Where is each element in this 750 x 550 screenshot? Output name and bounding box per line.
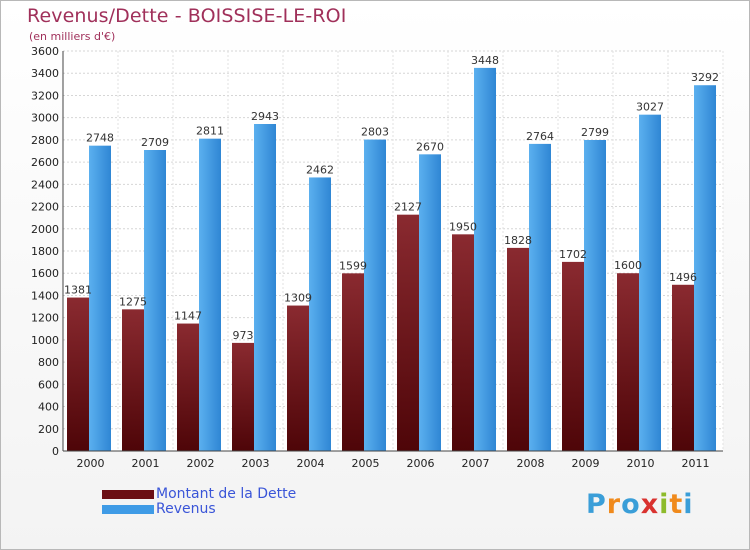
logo-letter-4: i bbox=[659, 489, 670, 520]
bars bbox=[67, 67, 716, 452]
y-tick-label: 3000 bbox=[31, 112, 59, 125]
bar-debt bbox=[287, 305, 309, 451]
x-tick-label: 2008 bbox=[517, 457, 545, 470]
data-label-revenue: 2943 bbox=[251, 110, 279, 123]
x-tick-label: 2010 bbox=[627, 457, 655, 470]
grid-lines bbox=[62, 50, 724, 452]
data-label-debt: 1275 bbox=[119, 295, 147, 308]
bar-debt bbox=[672, 284, 694, 451]
y-tick-label: 3600 bbox=[31, 45, 59, 58]
y-tick-label: 1600 bbox=[31, 267, 59, 280]
data-label-debt: 1702 bbox=[559, 248, 587, 261]
logo-letter-1: r bbox=[606, 489, 622, 520]
logo-letter-5: t bbox=[669, 489, 684, 520]
data-label-revenue: 2670 bbox=[416, 140, 444, 153]
chart-subtitle: (en milliers d'€) bbox=[29, 30, 116, 43]
proxiti-logo: Proxiti bbox=[586, 489, 694, 520]
x-tick-label: 2007 bbox=[462, 457, 490, 470]
y-tick-label: 800 bbox=[38, 356, 59, 369]
data-label-debt: 973 bbox=[233, 329, 254, 342]
data-label-revenue: 2462 bbox=[306, 163, 334, 176]
bar-debt bbox=[617, 273, 639, 451]
bar-debt bbox=[507, 247, 529, 451]
bar-revenue bbox=[199, 138, 221, 451]
bar-revenue bbox=[144, 150, 166, 451]
bar-debt bbox=[177, 323, 199, 451]
bar-revenue bbox=[364, 139, 386, 452]
x-tick-label: 2001 bbox=[132, 457, 160, 470]
y-tick-label: 1200 bbox=[31, 312, 59, 325]
y-tick-label: 400 bbox=[38, 401, 59, 414]
bar-revenue bbox=[529, 143, 551, 451]
y-tick-label: 3200 bbox=[31, 89, 59, 102]
data-label-debt: 1147 bbox=[174, 310, 202, 323]
data-label-revenue: 2748 bbox=[86, 132, 114, 145]
y-tick-label: 2800 bbox=[31, 134, 59, 147]
data-label-revenue: 2803 bbox=[361, 126, 389, 139]
chart-title: Revenus/Dette - BOISSISE-LE-ROI bbox=[27, 5, 347, 27]
bar-revenue bbox=[309, 177, 331, 451]
logo-letter-2: o bbox=[621, 489, 641, 520]
data-label-revenue: 2764 bbox=[526, 130, 554, 143]
bar-debt bbox=[562, 261, 584, 451]
data-label-debt: 1381 bbox=[64, 284, 92, 297]
data-label-revenue: 3292 bbox=[691, 71, 719, 84]
y-tick-label: 2400 bbox=[31, 178, 59, 191]
data-label-debt: 1828 bbox=[504, 234, 532, 247]
bar-revenue bbox=[694, 85, 716, 451]
y-tick-label: 1400 bbox=[31, 289, 59, 302]
y-tick-label: 600 bbox=[38, 378, 59, 391]
x-tick-label: 2011 bbox=[682, 457, 710, 470]
x-tick-label: 2002 bbox=[187, 457, 215, 470]
legend-swatch-revenue bbox=[102, 505, 154, 514]
data-labels: 1381 2748 1275 2709 1147 2811 973 2943 1309 2462 1… bbox=[64, 54, 719, 342]
x-tick-label: 2005 bbox=[352, 457, 380, 470]
y-tick-label: 2000 bbox=[31, 223, 59, 236]
y-tick-label: 0 bbox=[52, 445, 59, 458]
bar-debt bbox=[342, 273, 364, 451]
data-label-debt: 1950 bbox=[449, 220, 477, 233]
bar-revenue bbox=[474, 67, 496, 451]
legend-swatch-debt bbox=[102, 490, 154, 499]
bar-debt bbox=[452, 234, 474, 451]
bar-debt bbox=[122, 309, 144, 451]
bar-revenue bbox=[584, 140, 606, 451]
logo-letter-3: x bbox=[640, 489, 660, 520]
data-label-debt: 1309 bbox=[284, 292, 312, 305]
x-tick-label: 2003 bbox=[242, 457, 270, 470]
bar-revenue bbox=[89, 145, 111, 451]
bar-debt bbox=[397, 214, 419, 451]
y-tick-label: 3400 bbox=[31, 67, 59, 80]
bar-revenue bbox=[254, 124, 276, 451]
y-tick-label: 2600 bbox=[31, 156, 59, 169]
data-label-debt: 1600 bbox=[614, 259, 642, 272]
x-tick-label: 2004 bbox=[297, 457, 325, 470]
data-label-revenue: 3448 bbox=[471, 54, 499, 67]
logo-letter-0: P bbox=[586, 489, 607, 520]
x-tick-label: 2000 bbox=[77, 457, 105, 470]
bar-revenue bbox=[419, 154, 441, 452]
x-tick-label: 2009 bbox=[572, 457, 600, 470]
data-label-revenue: 2709 bbox=[141, 136, 169, 149]
data-label-debt: 2127 bbox=[394, 201, 422, 214]
y-tick-label: 200 bbox=[38, 423, 59, 436]
data-label-revenue: 2811 bbox=[196, 125, 224, 138]
logo-letter-6: i bbox=[683, 489, 694, 520]
y-tick-label: 2200 bbox=[31, 201, 59, 214]
axes: 0 200 400 600 800 1000 1200 1400 1600 1800 2000 220… bbox=[31, 45, 723, 470]
y-tick-label: 1000 bbox=[31, 334, 59, 347]
data-label-revenue: 2799 bbox=[581, 126, 609, 139]
legend-label-debt: Montant de la Dette bbox=[156, 486, 297, 502]
data-label-debt: 1599 bbox=[339, 259, 367, 272]
x-tick-label: 2006 bbox=[407, 457, 435, 470]
y-tick-label: 1800 bbox=[31, 245, 59, 258]
legend-label-revenue: Revenus bbox=[156, 501, 216, 517]
bar-debt bbox=[232, 342, 254, 451]
data-label-debt: 1496 bbox=[669, 271, 697, 284]
data-label-revenue: 3027 bbox=[636, 101, 664, 114]
bar-debt bbox=[67, 297, 89, 451]
bar-revenue bbox=[639, 114, 661, 452]
